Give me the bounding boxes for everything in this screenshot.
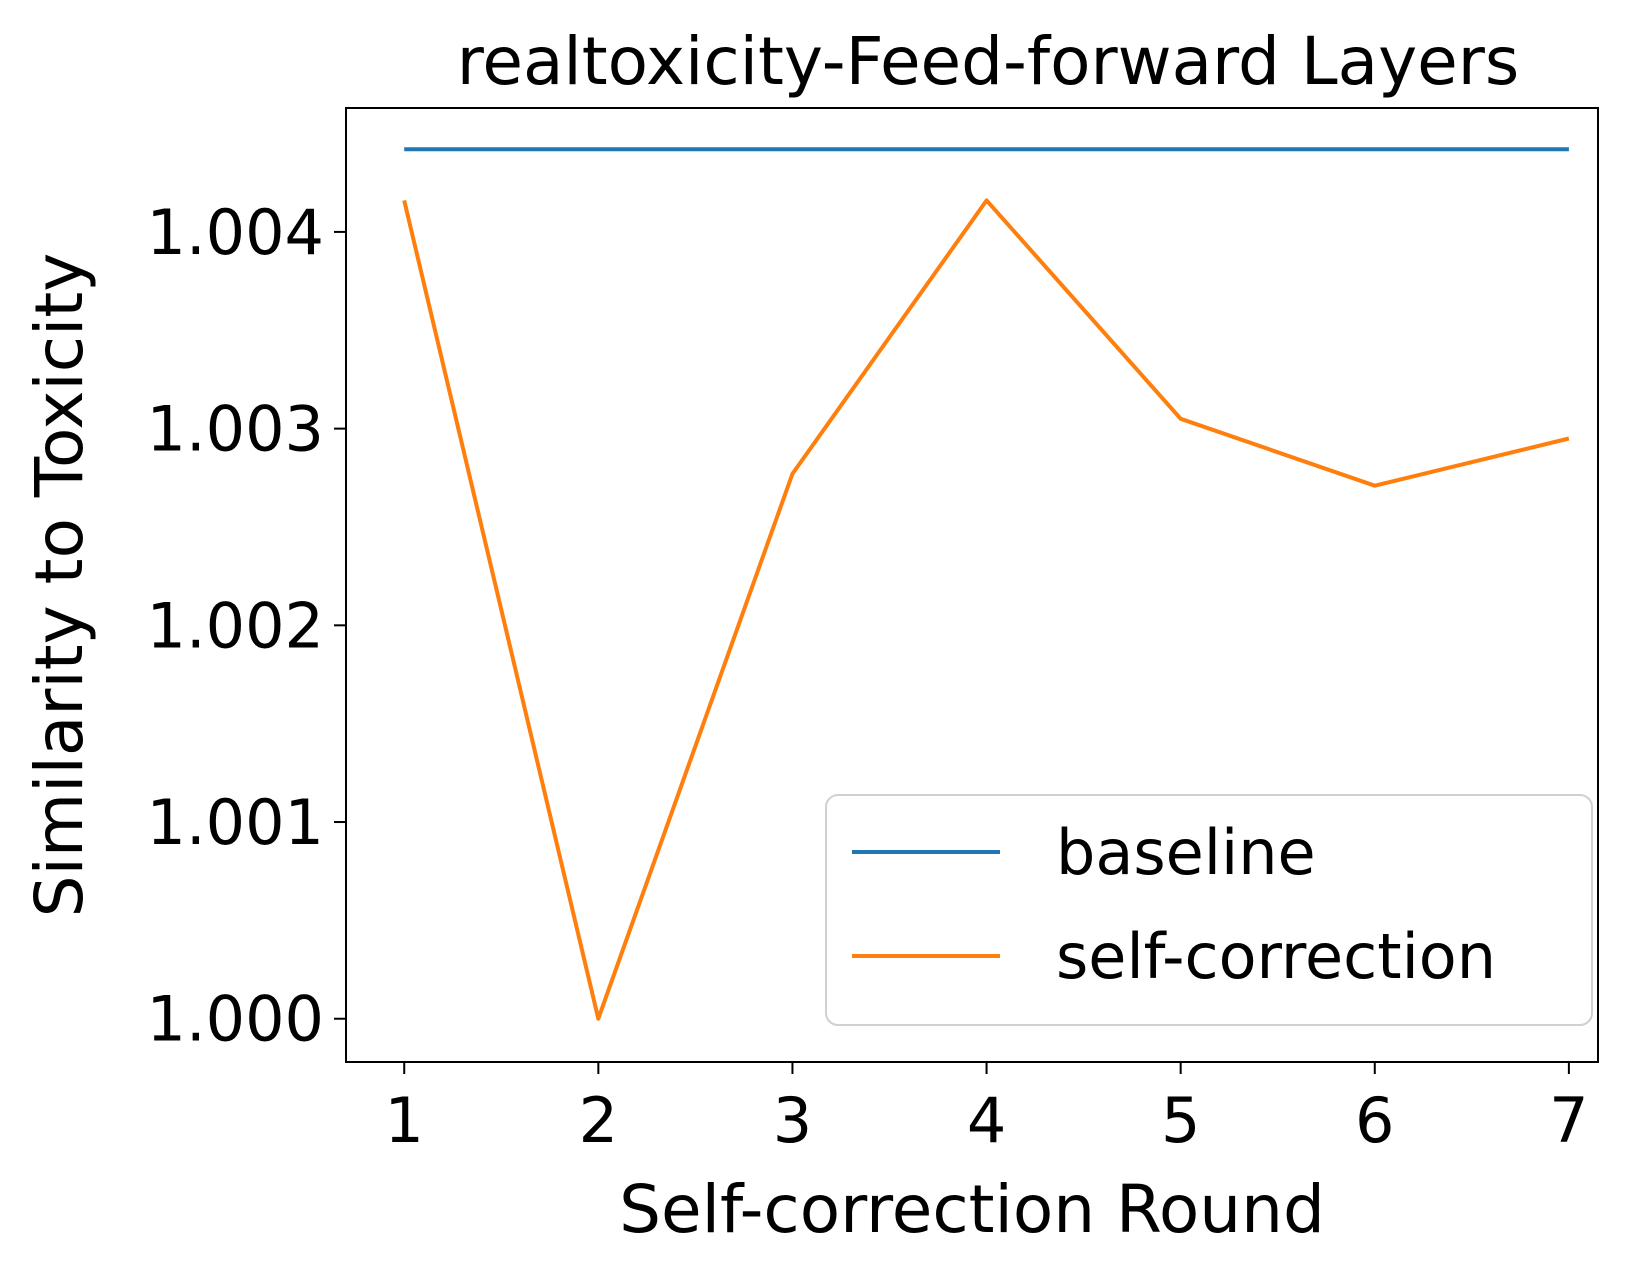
series-layer bbox=[402, 147, 1570, 1021]
y-axis: 1.000 1.001 1.002 1.003 1.004 bbox=[147, 196, 346, 1056]
legend-label-baseline: baseline bbox=[1056, 816, 1316, 889]
legend: baseline self-correction bbox=[825, 794, 1593, 1026]
x-tick-label: 4 bbox=[967, 1084, 1006, 1157]
x-axis: 1 2 3 4 5 6 7 bbox=[385, 1062, 1589, 1157]
x-tick-label: 6 bbox=[1355, 1084, 1394, 1157]
y-tick-label: 1.002 bbox=[147, 589, 325, 662]
x-tick-label: 1 bbox=[385, 1084, 424, 1157]
y-tick-label: 1.000 bbox=[147, 983, 325, 1056]
y-axis-title: Similarity to Toxicity bbox=[21, 253, 98, 918]
x-tick-label: 5 bbox=[1161, 1084, 1200, 1157]
series-line-self-correction bbox=[402, 198, 1570, 1021]
y-tick-label: 1.001 bbox=[147, 786, 325, 859]
legend-box bbox=[825, 794, 1593, 1026]
legend-label-self-correction: self-correction bbox=[1056, 920, 1496, 993]
y-tick-label: 1.004 bbox=[147, 196, 325, 269]
x-tick-label: 7 bbox=[1549, 1084, 1588, 1157]
x-tick-label: 3 bbox=[773, 1084, 812, 1157]
y-tick-label: 1.003 bbox=[147, 393, 325, 466]
chart-title: realtoxicity-Feed-forward Layers bbox=[457, 23, 1520, 100]
x-axis-title: Self-correction Round bbox=[619, 1171, 1325, 1248]
plot-area bbox=[345, 107, 1599, 1063]
x-tick-label: 2 bbox=[579, 1084, 618, 1157]
